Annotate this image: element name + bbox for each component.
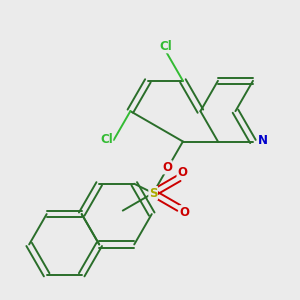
Text: O: O (162, 161, 172, 174)
Text: N: N (257, 134, 268, 147)
Text: Cl: Cl (159, 40, 172, 53)
Text: Cl: Cl (100, 134, 113, 146)
Text: S: S (149, 187, 158, 200)
Text: O: O (177, 167, 187, 179)
Text: O: O (179, 206, 189, 219)
